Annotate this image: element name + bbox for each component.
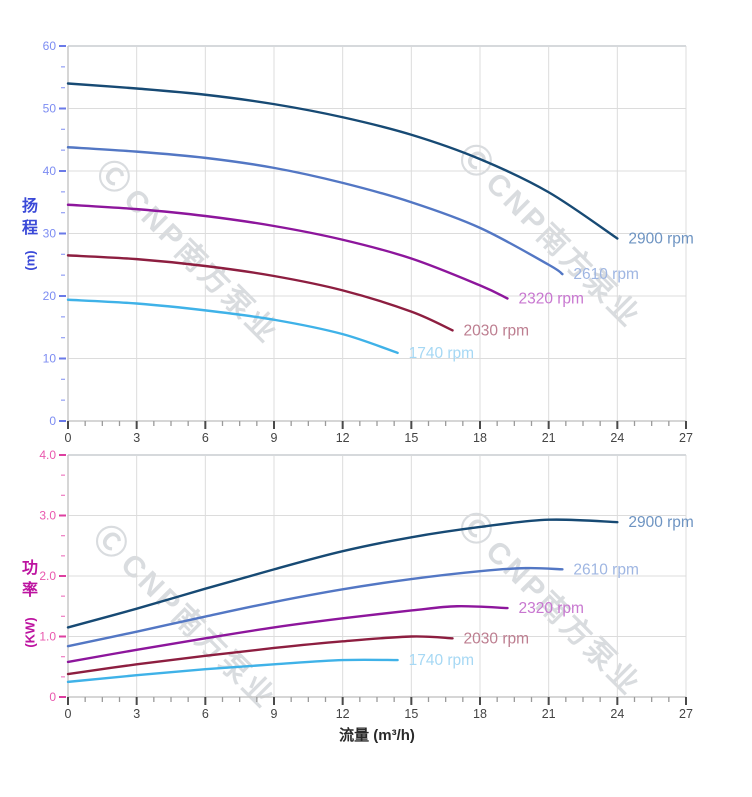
y-tick-label: 20 xyxy=(43,289,57,303)
y-tick-label: 3.0 xyxy=(39,509,56,523)
x-tick-label: 15 xyxy=(404,431,418,445)
x-tick-label: 12 xyxy=(336,707,350,721)
y-tick-label: 0 xyxy=(49,690,56,704)
x-tick-label: 15 xyxy=(404,707,418,721)
curve-2030-rpm xyxy=(66,254,454,332)
curve-2320-rpm xyxy=(66,604,509,664)
x-tick-label: 3 xyxy=(133,707,140,721)
curve-2610-rpm xyxy=(66,146,564,276)
x-tick-label: 3 xyxy=(133,431,140,445)
y-tick-label: 30 xyxy=(43,227,57,241)
power-y-axis-title-cjk: 功率 xyxy=(21,560,38,600)
y-tick-label: 40 xyxy=(43,164,57,178)
head-flow-chart: 0 10 20 30 40 50 60 0 3 6 9 12 15 18 21 24 27 2900 rpm 261… xyxy=(43,39,694,445)
x-tick-label: 27 xyxy=(679,707,693,721)
curve-label-2030-rpm: 2030 rpm xyxy=(464,630,529,647)
y-tick-label: 4.0 xyxy=(39,448,56,462)
x-tick-label: 0 xyxy=(65,707,72,721)
x-tick-label: 21 xyxy=(542,431,556,445)
curve-2610-rpm xyxy=(66,566,564,648)
curve-label-2320-rpm: 2320 rpm xyxy=(518,600,583,617)
head-y-axis-title: 扬程 (m) xyxy=(14,196,46,270)
x-tick-label: 12 xyxy=(336,431,350,445)
power-flow-chart: 0 1.0 2.0 3.0 4.0 0 3 6 9 12 15 18 21 24 27 2900 rpm 261… xyxy=(39,448,694,721)
x-tick-label: 6 xyxy=(202,707,209,721)
curve-2900-rpm xyxy=(66,518,619,629)
curve-1740-rpm xyxy=(66,298,399,355)
curve-label-2030-rpm: 2030 rpm xyxy=(464,322,529,339)
x-tick-label: 18 xyxy=(473,431,487,445)
y-tick-label: 1.0 xyxy=(39,630,56,644)
x-tick-label: 9 xyxy=(271,431,278,445)
x-axis-title: 流量 (m³/h) xyxy=(339,727,415,744)
y-tick-label: 0 xyxy=(49,414,56,428)
power-y-axis-title: 功率 (KW) xyxy=(14,558,46,647)
head-y-axis-title-cjk: 扬程 xyxy=(21,198,38,238)
curve-label-2610-rpm: 2610 rpm xyxy=(573,561,638,578)
head-y-axis-unit: (m) xyxy=(22,250,38,271)
curve-2320-rpm xyxy=(66,203,509,300)
curve-1740-rpm xyxy=(66,658,399,684)
x-tick-label: 0 xyxy=(65,431,72,445)
curve-2900-rpm xyxy=(66,82,619,240)
curve-2030-rpm xyxy=(66,635,454,676)
curve-label-1740-rpm: 1740 rpm xyxy=(409,345,474,362)
y-tick-label: 50 xyxy=(43,102,57,116)
y-tick-label: 10 xyxy=(43,352,57,366)
x-tick-label: 21 xyxy=(542,707,556,721)
curve-label-1740-rpm: 1740 rpm xyxy=(409,652,474,669)
x-tick-label: 9 xyxy=(271,707,278,721)
y-tick-label: 60 xyxy=(43,39,57,53)
curve-label-2320-rpm: 2320 rpm xyxy=(518,291,583,308)
x-tick-label: 24 xyxy=(610,431,624,445)
y-tick-label: 2.0 xyxy=(39,569,56,583)
curve-label-2900-rpm: 2900 rpm xyxy=(628,514,693,531)
x-tick-label: 6 xyxy=(202,431,209,445)
x-tick-label: 24 xyxy=(610,707,624,721)
curve-label-2900-rpm: 2900 rpm xyxy=(628,231,693,248)
curve-label-2610-rpm: 2610 rpm xyxy=(573,266,638,283)
x-tick-label: 27 xyxy=(679,431,693,445)
power-y-axis-unit: (KW) xyxy=(22,617,38,648)
x-tick-label: 18 xyxy=(473,707,487,721)
